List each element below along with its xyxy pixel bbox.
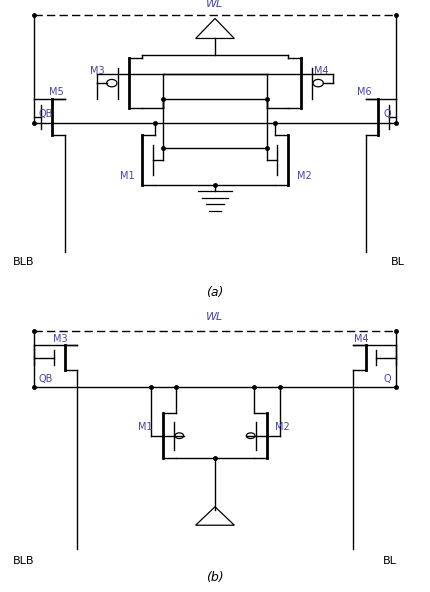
Text: Q: Q: [384, 374, 391, 384]
Text: M4: M4: [354, 334, 369, 344]
Text: QB: QB: [39, 109, 53, 119]
Text: M2: M2: [275, 422, 290, 432]
Text: M3: M3: [53, 334, 68, 344]
Text: Q: Q: [384, 109, 391, 119]
Text: M3: M3: [90, 66, 105, 76]
Text: M4: M4: [314, 66, 329, 76]
Text: WL: WL: [206, 312, 224, 322]
Text: M2: M2: [297, 170, 311, 181]
Text: QB: QB: [39, 374, 53, 384]
Text: M1: M1: [138, 422, 152, 432]
Text: BL: BL: [391, 257, 405, 267]
Text: (b): (b): [206, 571, 224, 584]
Text: BL: BL: [383, 555, 396, 565]
Text: BLB: BLB: [13, 257, 34, 267]
Text: M5: M5: [49, 88, 64, 98]
Text: M6: M6: [357, 88, 372, 98]
Text: (a): (a): [206, 286, 224, 299]
Text: M1: M1: [120, 170, 135, 181]
Text: BLB: BLB: [13, 555, 34, 565]
Text: WL: WL: [206, 0, 224, 9]
